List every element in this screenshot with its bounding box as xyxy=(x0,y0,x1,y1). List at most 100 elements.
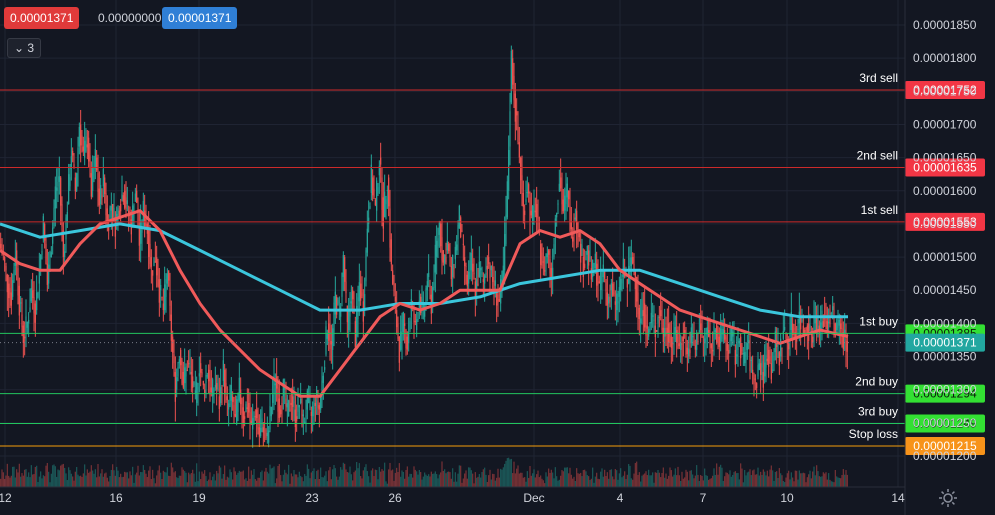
volume-bar xyxy=(668,475,670,487)
candle-body xyxy=(722,328,724,335)
candle-body xyxy=(422,304,424,311)
volume-bar xyxy=(177,478,179,487)
candle-body xyxy=(696,333,698,350)
candle-body xyxy=(573,228,575,233)
candle-body xyxy=(384,191,386,218)
candle-body xyxy=(92,167,94,191)
volume-bar xyxy=(30,465,32,487)
candle-body xyxy=(317,400,319,408)
candle-body xyxy=(733,340,735,344)
candle-body xyxy=(0,243,2,249)
candle-body xyxy=(236,399,238,423)
candle-body xyxy=(452,255,454,277)
volume-bar xyxy=(553,478,555,487)
candle-body xyxy=(194,390,196,395)
candle-body xyxy=(778,352,780,366)
volume-bar xyxy=(613,479,615,487)
candle-body xyxy=(460,217,462,238)
candle-body xyxy=(600,270,602,291)
candle-body xyxy=(453,268,455,270)
volume-bar xyxy=(458,465,460,487)
volume-bar xyxy=(384,462,386,487)
volume-bar xyxy=(732,474,734,487)
gear-icon[interactable] xyxy=(936,486,960,510)
volume-bar xyxy=(441,461,443,487)
volume-bar xyxy=(266,471,268,487)
candle-body xyxy=(234,414,236,417)
candle-body xyxy=(369,206,371,209)
level-label: 3rd sell xyxy=(859,71,898,85)
candle-body xyxy=(613,292,615,294)
candle-body xyxy=(544,270,546,272)
volume-bar xyxy=(753,469,755,487)
y-tick-label: 0.00001750 xyxy=(913,84,977,98)
volume-bar xyxy=(632,479,634,487)
volume-bar xyxy=(62,463,64,487)
volume-bar xyxy=(628,464,630,487)
volume-bar xyxy=(648,469,650,487)
volume-bar xyxy=(706,475,708,487)
candle-body xyxy=(38,269,40,284)
level-label: 3rd buy xyxy=(858,405,898,419)
volume-bar xyxy=(634,463,636,487)
x-tick-label: 19 xyxy=(192,491,206,505)
candle-body xyxy=(157,268,159,286)
volume-bar xyxy=(269,464,271,487)
candle-body xyxy=(405,330,407,349)
candle-body xyxy=(392,270,394,284)
volume-bar xyxy=(837,477,839,487)
candle-body xyxy=(836,322,838,331)
sell-price-button[interactable]: 0.00001371 xyxy=(4,7,80,29)
candle-body xyxy=(702,336,704,338)
candle-body xyxy=(458,205,460,229)
volume-bar xyxy=(56,476,58,487)
volume-bar xyxy=(254,479,256,487)
candle-body xyxy=(36,292,38,311)
candle-body xyxy=(790,312,792,331)
volume-bar xyxy=(97,464,99,487)
buy-price-button[interactable]: 0.00001371 xyxy=(162,7,238,29)
volume-bar xyxy=(502,467,504,487)
candle-body xyxy=(752,369,754,374)
candle-body xyxy=(616,293,618,311)
candle-body xyxy=(45,243,47,265)
candle-body xyxy=(341,272,343,297)
volume-bar xyxy=(342,462,344,487)
volume-bar xyxy=(100,473,102,487)
candle-body xyxy=(136,190,138,203)
volume-bar xyxy=(10,475,12,487)
volume-bar xyxy=(209,472,211,487)
candle-body xyxy=(612,283,614,296)
volume-bar xyxy=(680,480,682,487)
volume-bar xyxy=(324,475,326,487)
volume-bar xyxy=(246,480,248,487)
candle-body xyxy=(805,327,807,331)
candle-body xyxy=(186,369,188,371)
volume-bar xyxy=(470,470,472,487)
volume-bar xyxy=(542,480,544,487)
indicator-toggle-button[interactable]: ⌄ 3 xyxy=(7,38,41,58)
volume-bar xyxy=(102,476,104,487)
volume-bar xyxy=(317,469,319,487)
candle-body xyxy=(622,258,624,277)
volume-bar xyxy=(126,472,128,487)
volume-bar xyxy=(305,475,307,487)
candle-body xyxy=(125,197,127,210)
volume-bar xyxy=(152,469,154,487)
volume-bar xyxy=(160,472,162,487)
candle-body xyxy=(550,268,552,281)
candle-body xyxy=(149,243,151,264)
volume-bar xyxy=(338,476,340,487)
volume-bar xyxy=(1,469,3,487)
candle-body xyxy=(620,278,622,291)
volume-bar xyxy=(310,472,312,487)
candle-body xyxy=(25,316,27,333)
candle-body xyxy=(581,245,583,251)
candle-body xyxy=(140,220,142,244)
candle-body xyxy=(337,300,339,304)
candle-body xyxy=(210,387,212,393)
volume-bar xyxy=(309,478,311,487)
x-tick-label: 14 xyxy=(891,491,905,505)
volume-bar xyxy=(181,467,183,487)
